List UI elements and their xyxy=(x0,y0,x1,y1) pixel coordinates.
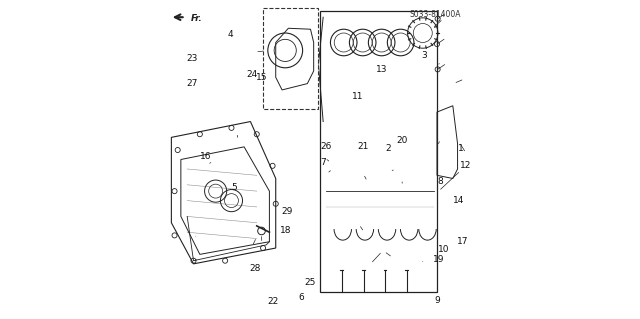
Text: 27: 27 xyxy=(186,79,198,88)
Text: 17: 17 xyxy=(456,237,468,246)
Text: 22: 22 xyxy=(267,297,278,306)
Text: 4: 4 xyxy=(227,30,233,39)
Text: 10: 10 xyxy=(438,245,449,254)
Text: 9: 9 xyxy=(434,296,440,305)
Text: 8: 8 xyxy=(437,177,443,186)
Text: 3: 3 xyxy=(422,51,428,60)
Text: 14: 14 xyxy=(454,196,465,205)
Text: 6: 6 xyxy=(298,293,304,301)
Text: S033-81400A: S033-81400A xyxy=(410,10,461,19)
Text: 5: 5 xyxy=(232,183,237,192)
Text: 16: 16 xyxy=(200,152,212,161)
Text: Fr.: Fr. xyxy=(190,14,202,23)
Text: 21: 21 xyxy=(357,142,369,151)
Text: 25: 25 xyxy=(305,278,316,287)
Text: 7: 7 xyxy=(320,158,326,167)
Text: 2: 2 xyxy=(385,144,391,153)
Text: 18: 18 xyxy=(280,226,292,235)
Circle shape xyxy=(258,227,266,235)
Text: 11: 11 xyxy=(352,92,364,101)
Text: 23: 23 xyxy=(186,54,198,63)
Text: 19: 19 xyxy=(433,255,445,263)
Text: 1: 1 xyxy=(458,144,463,153)
Text: 28: 28 xyxy=(250,264,261,273)
Text: 20: 20 xyxy=(396,136,407,145)
Text: 13: 13 xyxy=(376,65,387,74)
Bar xyxy=(263,8,319,109)
Text: 12: 12 xyxy=(460,161,471,170)
Text: 29: 29 xyxy=(281,207,292,216)
Text: 24: 24 xyxy=(246,70,258,78)
Text: 26: 26 xyxy=(321,142,332,151)
Text: 15: 15 xyxy=(256,73,268,82)
